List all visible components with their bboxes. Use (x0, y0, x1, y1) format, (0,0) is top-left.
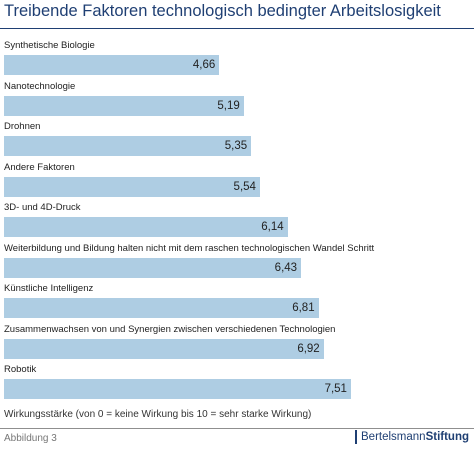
brand-name-part2: Stiftung (425, 431, 469, 443)
category-label: Nanotechnologie (4, 80, 76, 92)
category-label: Synthetische Biologie (4, 40, 95, 51)
footnote: Wirkungsstärke (von 0 = keine Wirkung bi… (4, 409, 312, 420)
brand-logo: BertelsmannStiftung (355, 430, 469, 444)
value-label: 5,35 (224, 140, 248, 152)
bar (4, 55, 220, 75)
footer-rule (0, 428, 474, 429)
bar (4, 257, 302, 278)
bar (4, 217, 288, 237)
value-label: 6,43 (274, 261, 298, 274)
bar (4, 136, 252, 156)
brand-name-part1: Bertelsmann (361, 431, 426, 443)
category-label: Künstliche Intelligenz (4, 283, 94, 294)
bar (4, 379, 351, 399)
value-label: 6,14 (261, 221, 284, 233)
value-label: 6,92 (297, 342, 320, 355)
chart-title: Treibende Faktoren technologisch bedingt… (4, 2, 441, 20)
figure-label: Abbildung 3 (4, 433, 57, 444)
value-label: 7,51 (324, 383, 347, 395)
bar (4, 176, 260, 197)
value-label: 5,19 (217, 99, 240, 112)
category-label: Weiterbildung und Bildung halten nicht m… (4, 242, 375, 254)
title-rule (0, 28, 474, 29)
value-label: 6,81 (292, 302, 315, 314)
value-label: 4,66 (192, 59, 216, 71)
category-label: Zusammenwachsen von und Synergien zwisch… (4, 323, 336, 335)
bar (4, 298, 319, 318)
category-label: Andere Faktoren (4, 161, 75, 173)
category-label: Drohnen (4, 121, 41, 132)
bar (4, 338, 324, 359)
category-label: Robotik (4, 364, 37, 375)
bar (4, 95, 244, 116)
category-label: 3D- und 4D-Druck (4, 202, 81, 213)
value-label: 5,54 (233, 180, 256, 193)
